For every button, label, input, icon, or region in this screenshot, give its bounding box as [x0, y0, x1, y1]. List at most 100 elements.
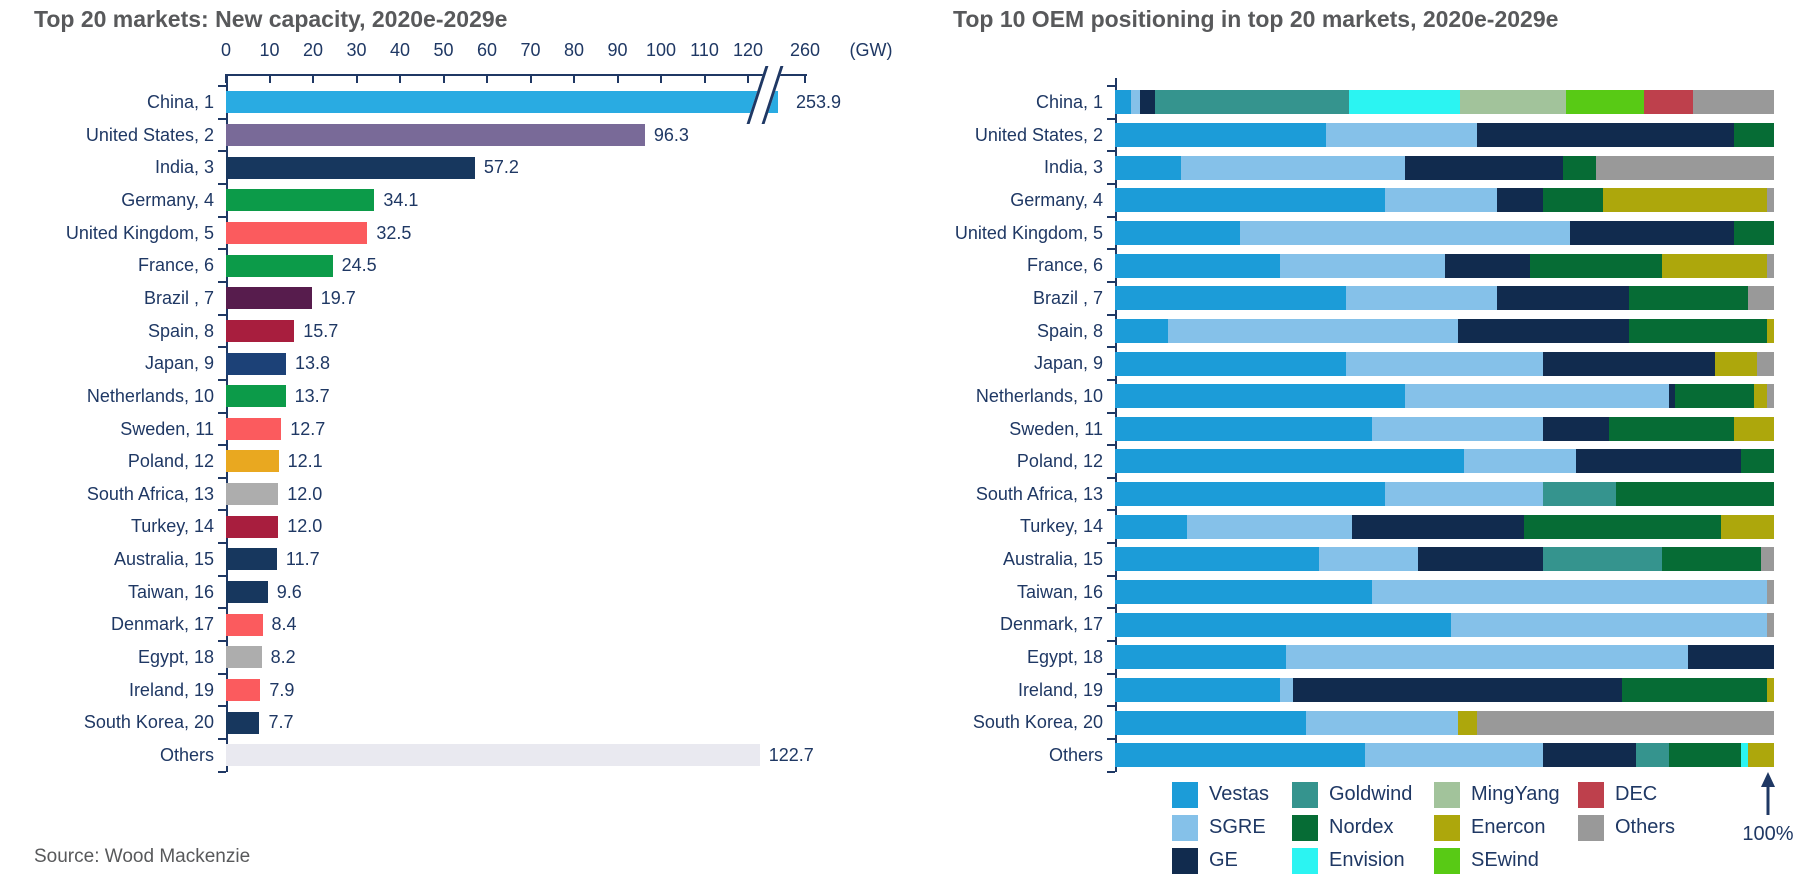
y-axis-tickmark [1107, 150, 1115, 153]
legend-swatch-others [1578, 814, 1604, 841]
category-label: Taiwan, 16 [127, 581, 214, 602]
bar-row: Ireland, 19 7.9 [34, 674, 914, 707]
bar-australia-15 [226, 548, 277, 571]
bar-row: Germany, 4 34.1 [34, 184, 914, 217]
x-axis-tickmark [312, 74, 314, 83]
stacked-bar-brazil-7 [1115, 286, 1774, 311]
segment-nordex [1668, 743, 1741, 768]
category-label: India, 3 [154, 157, 214, 178]
segment-sgre [1404, 384, 1669, 409]
segment-sgre [1372, 580, 1768, 605]
bar-germany-4 [226, 189, 375, 212]
value-label: 15.7 [303, 320, 339, 341]
stacked-bar-row: Turkey, 14 [953, 510, 1800, 543]
category-label: South Africa, 13 [86, 483, 214, 504]
bar-row: Sweden, 11 12.7 [34, 413, 914, 446]
segment-sgre [1451, 612, 1768, 637]
y-axis-tickmark [218, 705, 226, 708]
category-label: United States, 2 [974, 124, 1103, 145]
y-axis-tickmark [1107, 117, 1115, 120]
segment-enercon [1714, 351, 1758, 376]
segment-sgre [1279, 253, 1445, 278]
x-axis-tickmark [616, 74, 619, 83]
bar-row: United Kingdom, 5 32.5 [34, 217, 914, 250]
segment-nordex [1629, 286, 1748, 311]
right-chart-title: Top 10 OEM positioning in top 20 markets… [953, 6, 1559, 32]
category-label: China, 1 [1035, 92, 1103, 112]
stacked-bar-egypt-18 [1115, 645, 1774, 670]
segment-others [1757, 351, 1774, 376]
segment-vestas [1115, 580, 1372, 605]
y-axis-tickmark [1107, 476, 1115, 479]
y-axis-tickmark [1107, 770, 1115, 773]
segment-vestas [1115, 286, 1346, 311]
x-axis-tickmark [442, 74, 445, 83]
x-axis-tick-label: 90 [607, 40, 628, 60]
segment-enercon [1767, 318, 1774, 343]
legend-label: MingYang [1471, 783, 1560, 805]
legend-item-sgre: SGRE [1172, 811, 1269, 844]
segment-sgre [1372, 416, 1544, 441]
stacked-bar-denmark-17 [1115, 612, 1774, 637]
category-label: France, 6 [1026, 255, 1103, 276]
bar-india-3 [226, 156, 475, 179]
stacked-bar-taiwan-16 [1115, 580, 1774, 605]
stacked-bar-others [1115, 743, 1774, 768]
y-axis-tickmark [1107, 378, 1115, 381]
segment-nordex [1629, 318, 1768, 343]
legend-swatch-goldwind [1292, 781, 1318, 808]
x-axis-tick-label: 40 [389, 40, 411, 60]
segment-sgre [1385, 188, 1498, 213]
x-axis-tick-label: 10 [259, 40, 280, 60]
segment-vestas [1115, 710, 1307, 735]
bar-row: South Korea, 20 7.7 [34, 706, 914, 739]
y-axis-tickmark [218, 215, 226, 218]
segment-goldwind [1543, 482, 1616, 507]
x-axis-tick-label: 80 [563, 40, 585, 60]
value-label: 12.7 [290, 418, 326, 439]
hundred-percent-axis-marker: 100% [1738, 772, 1798, 846]
segment-nordex [1741, 449, 1774, 474]
bar-spain-8 [226, 319, 295, 342]
segment-sgre [1365, 743, 1544, 768]
segment-sgre [1240, 220, 1570, 245]
segment-enercon [1767, 678, 1774, 702]
category-label: Netherlands, 10 [975, 385, 1103, 406]
y-axis-tickmark [1107, 215, 1115, 218]
stacked-bar-south-africa-13 [1115, 482, 1774, 507]
segment-ge [1292, 678, 1623, 702]
y-axis-tickmark [218, 346, 226, 349]
bar-row: Japan, 9 13.8 [34, 347, 914, 380]
stacked-bar-row: Australia, 15 [953, 543, 1800, 576]
stacked-bar-row: Sweden, 11 [953, 413, 1800, 446]
segment-nordex [1530, 253, 1662, 278]
stacked-bar-row: Poland, 12 [953, 445, 1800, 478]
segment-nordex [1609, 416, 1735, 441]
legend-label: Envision [1329, 849, 1405, 871]
bar-row: Taiwan, 16 9.6 [34, 576, 914, 609]
x-axis-tickmark [529, 74, 532, 83]
source-note: Source: Wood Mackenzie [34, 846, 251, 867]
segment-sgre [1319, 547, 1419, 572]
bar-south-africa-13 [226, 483, 279, 506]
category-label: Australia, 15 [1002, 549, 1103, 570]
left-x-axis: 0 10 20 30 40 50 60 70 80 90 100 110 120 260 (GW) [221, 40, 926, 84]
bar-egypt-18 [226, 646, 262, 669]
y-axis-tickmark [218, 182, 226, 185]
y-axis-tickmark [218, 738, 226, 740]
segment-sgre [1130, 90, 1141, 115]
value-label: 11.7 [285, 549, 320, 570]
segment-envision [1348, 90, 1460, 115]
segment-goldwind [1635, 743, 1669, 768]
segment-vestas [1115, 122, 1326, 147]
y-axis-tickmark [218, 117, 226, 120]
value-label: 7.9 [269, 679, 295, 700]
segment-ge [1569, 220, 1735, 245]
bar-row: China, 1 253.9 [34, 86, 914, 119]
stacked-bar-india-3 [1115, 155, 1774, 180]
category-label: Brazil , 7 [1032, 287, 1103, 308]
y-axis-tickmark [218, 313, 226, 316]
category-label: South Korea, 20 [83, 712, 214, 733]
y-axis-tickmark [1107, 542, 1115, 545]
